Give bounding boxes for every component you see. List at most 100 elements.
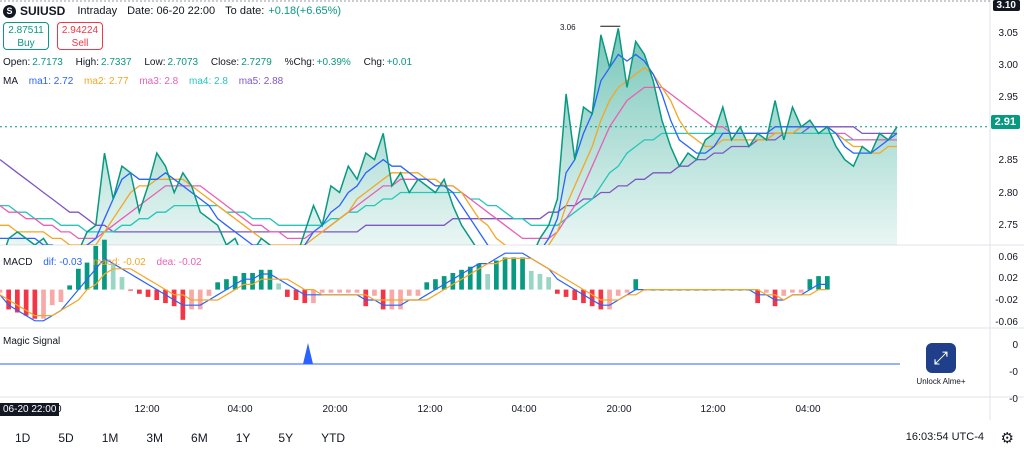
macd-histogram-bar	[293, 289, 299, 300]
ma5-line	[0, 126, 897, 233]
macd-histogram-bar	[119, 277, 125, 290]
low-label: Low:	[144, 57, 166, 68]
range-1d[interactable]: 1D	[15, 431, 31, 445]
macd-histogram-bar	[67, 285, 72, 290]
macd-histogram-bar	[450, 273, 456, 290]
macd-histogram-bar	[15, 289, 20, 313]
macd-tick: -0.06	[995, 317, 1018, 328]
macd-histogram-bar	[781, 289, 787, 296]
ma3-value: ma3: 2.8	[139, 76, 179, 87]
macd-histogram-bar	[520, 257, 525, 290]
interval-label[interactable]: Intraday	[77, 5, 118, 17]
buy-button[interactable]: 2.87511 Buy	[3, 22, 49, 50]
macd-histogram-bar	[633, 279, 639, 290]
macd-tick: -0.02	[995, 295, 1018, 306]
high-value: 2.7337	[100, 57, 132, 68]
macd-histogram-bar	[337, 289, 342, 293]
macd-histogram-bar	[363, 289, 369, 307]
price-tick: 2.80	[998, 188, 1018, 199]
macd-histogram-bar	[537, 274, 543, 290]
macd-histogram-bar	[319, 289, 325, 293]
buy-label: Buy	[17, 38, 35, 49]
price-tick: 2.85	[998, 155, 1018, 166]
open-value: 2.7173	[32, 57, 63, 68]
dea-value: dea: -0.02	[156, 257, 202, 268]
range-6m[interactable]: 6M	[191, 431, 208, 445]
range-3m[interactable]: 3M	[146, 431, 164, 445]
magic-tick: -0	[1009, 367, 1018, 378]
ma-legend[interactable]: MA ma1: 2.72 ma2: 2.77 ma3: 2.8 ma4: 2.8…	[3, 76, 291, 87]
open-label: Open:	[3, 57, 31, 68]
chg-label: Chg:	[363, 57, 385, 68]
macd-histogram-bar	[285, 289, 290, 297]
sell-price: 2.94224	[61, 25, 99, 36]
macd-value: macd: -0.02	[92, 257, 146, 268]
macd-histogram-bar	[49, 289, 55, 306]
macd-histogram-bar	[232, 276, 238, 290]
macd-histogram-bar	[502, 257, 508, 290]
current-price-badge: 2.91	[990, 115, 1020, 129]
magic-signal-title[interactable]: Magic Signal	[3, 336, 61, 347]
macd-histogram-bar	[224, 279, 229, 290]
macd-histogram-bar	[58, 289, 64, 303]
macd-histogram-bar	[424, 282, 430, 290]
macd-histogram-bar	[476, 263, 482, 290]
macd-tick: 0.06	[998, 252, 1018, 263]
price-line	[5, 28, 898, 245]
macd-histogram-bar	[41, 289, 46, 319]
range-5d[interactable]: 5D	[58, 431, 74, 445]
macd-histogram-bar	[494, 260, 499, 290]
sell-button[interactable]: 2.94224 Sell	[57, 22, 103, 50]
macd-legend[interactable]: MACD dif: -0.03 macd: -0.02 dea: -0.02	[3, 257, 210, 268]
macd-histogram-bar	[581, 289, 586, 304]
magic-tick: 0	[1012, 340, 1018, 351]
macd-histogram-bar	[346, 289, 351, 293]
macd-histogram-bar	[615, 289, 621, 296]
macd-histogram-bar	[154, 289, 160, 300]
dea-line	[0, 257, 828, 317]
price-axis-top-label: 3.10	[992, 0, 1020, 11]
macd-histogram-bar	[137, 289, 142, 294]
macd-histogram-bar	[790, 289, 795, 293]
macd-histogram-bar	[764, 289, 769, 293]
high-label: High:	[75, 57, 99, 68]
low-value: 2.7073	[167, 57, 199, 68]
macd-histogram-bar	[511, 257, 517, 290]
magic-tick: -0	[1009, 394, 1018, 405]
macd-histogram-bar	[528, 270, 534, 290]
macd-histogram-bar	[0, 289, 3, 293]
macd-histogram-bar	[406, 289, 412, 296]
macd-histogram-bar	[415, 289, 421, 296]
range-ytd[interactable]: YTD	[321, 431, 346, 445]
macd-histogram-bar	[110, 263, 116, 290]
macd-histogram-bar	[372, 289, 377, 296]
peak-price-label: 3.06	[560, 23, 576, 32]
macd-histogram-bar	[441, 276, 447, 290]
macd-histogram-bar	[555, 289, 560, 294]
price-tick: 3.00	[998, 60, 1018, 71]
time-tick: 12:00	[700, 404, 726, 415]
symbol-name[interactable]: SUIUSD	[20, 4, 66, 18]
macd-histogram-bar	[163, 289, 168, 304]
macd-histogram-bar	[128, 289, 133, 291]
settings-gear-icon[interactable]: ⚙	[1000, 430, 1014, 447]
macd-histogram-bar	[250, 273, 255, 290]
macd-histogram-bar	[102, 239, 107, 290]
macd-histogram-bar	[546, 277, 551, 290]
macd-histogram-bar	[563, 289, 569, 297]
macd-histogram-bar	[241, 273, 247, 290]
range-1m[interactable]: 1M	[101, 431, 119, 445]
unlock-alme-button[interactable]: ⤢ Unlock Alme+	[914, 343, 968, 386]
macd-histogram-bar	[354, 289, 360, 293]
magic-signal-marker	[303, 343, 313, 364]
chart-header: S SUIUSD Intraday Date: 06-20 22:00 To d…	[0, 3, 341, 19]
clock-timezone[interactable]: 16:03:54 UTC-4	[905, 431, 984, 443]
range-5y[interactable]: 5Y	[278, 431, 294, 445]
ma2-line	[0, 66, 897, 245]
unlock-text: Unlock Alme+	[916, 377, 966, 386]
time-tick: 12:00	[417, 404, 443, 415]
sell-label: Sell	[71, 38, 89, 49]
dif-value: dif: -0.03	[43, 257, 83, 268]
range-1y[interactable]: 1Y	[235, 431, 251, 445]
